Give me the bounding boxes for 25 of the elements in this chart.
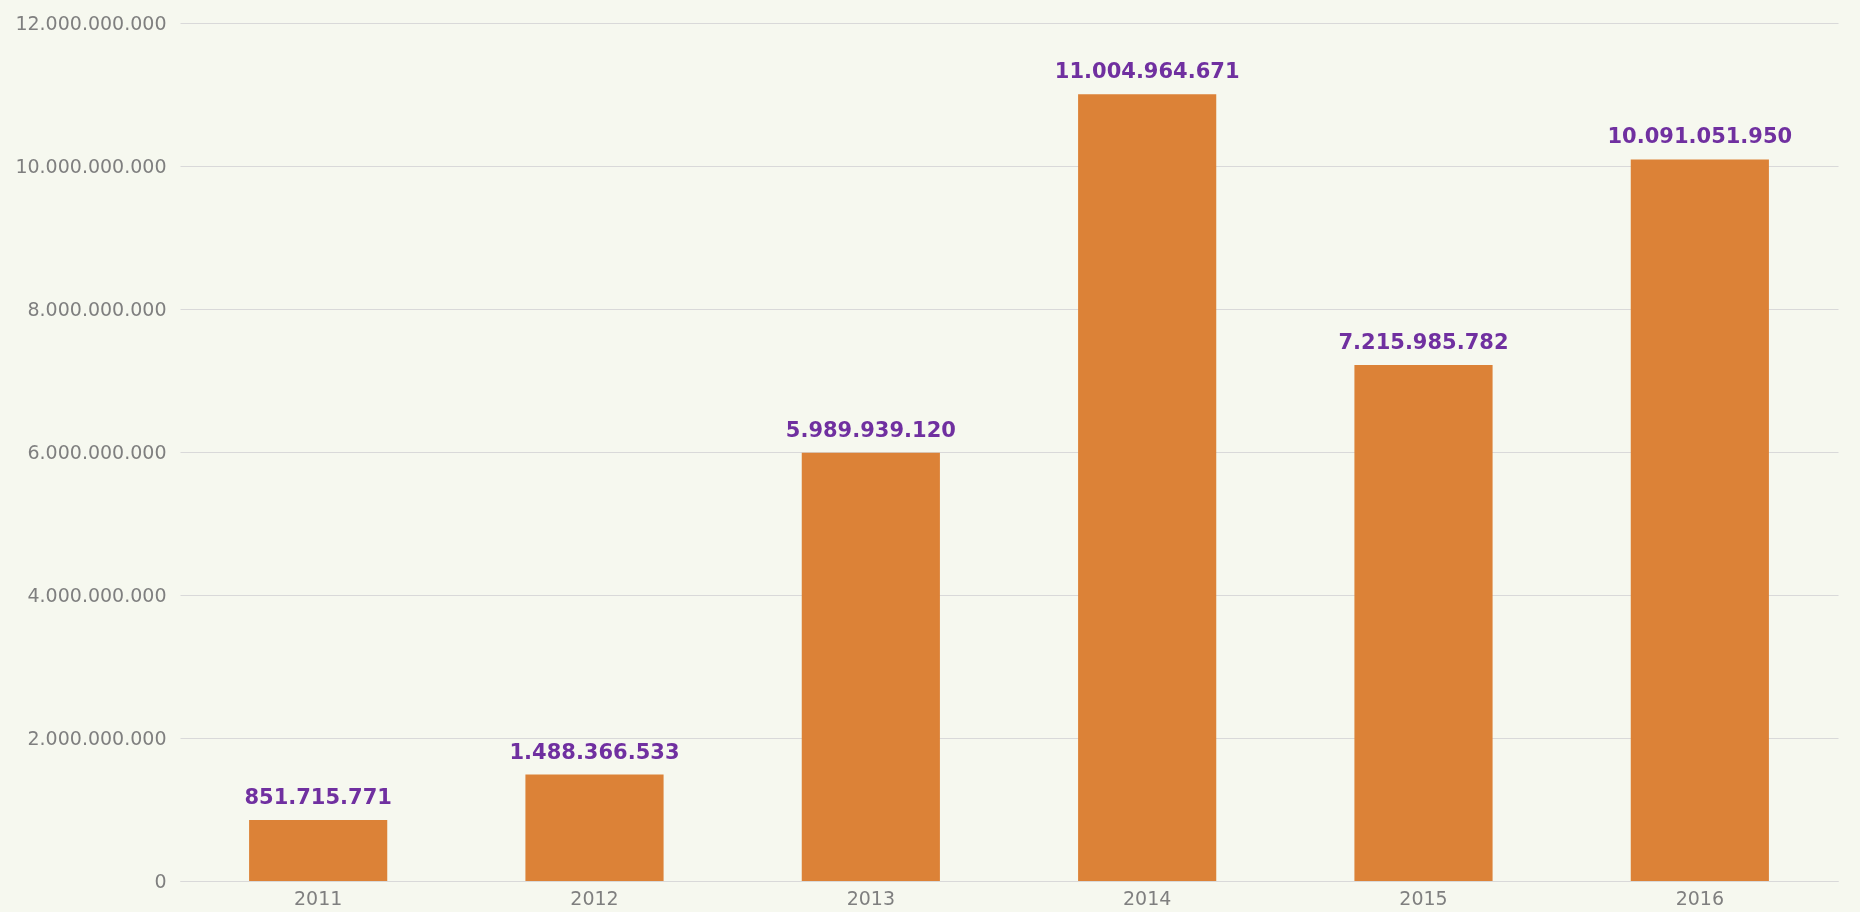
y-tick-label: 6.000.000.000 <box>27 440 167 463</box>
x-tick-label: 2011 <box>293 886 343 909</box>
data-label: 7.215.985.782 <box>1338 330 1509 355</box>
bar <box>1630 159 1769 881</box>
x-tick-label: 2012 <box>570 886 619 909</box>
x-tick-label: 2016 <box>1675 886 1725 909</box>
y-tick-label: 12.000.000.000 <box>15 11 167 34</box>
data-label: 5.989.939.120 <box>785 417 956 442</box>
bar <box>1078 94 1217 881</box>
bar <box>249 820 388 881</box>
data-label: 1.488.366.533 <box>509 739 680 764</box>
x-tick-label: 2013 <box>846 886 896 909</box>
x-tick-label: 2014 <box>1122 886 1172 909</box>
y-tick-label: 0 <box>154 869 167 892</box>
y-tick-label: 8.000.000.000 <box>27 297 167 320</box>
bar <box>525 774 664 881</box>
data-label: 10.091.051.950 <box>1607 124 1793 149</box>
y-tick-label: 2.000.000.000 <box>27 726 167 749</box>
bar <box>1354 365 1493 881</box>
data-label: 11.004.964.671 <box>1054 59 1240 84</box>
y-tick-label: 10.000.000.000 <box>15 154 167 177</box>
y-tick-label: 4.000.000.000 <box>27 583 167 606</box>
x-tick-label: 2015 <box>1399 886 1448 909</box>
data-label: 851.715.771 <box>244 785 392 810</box>
bar <box>801 452 940 881</box>
